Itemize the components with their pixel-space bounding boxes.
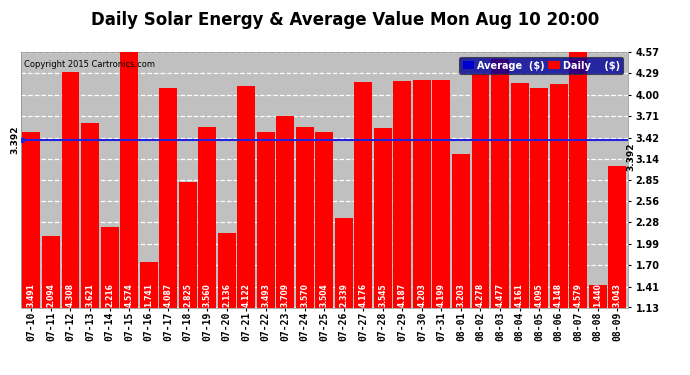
Bar <box>471 74 489 307</box>
Text: 3.504: 3.504 <box>319 283 329 307</box>
Text: 4.176: 4.176 <box>359 283 368 307</box>
Text: 3.043: 3.043 <box>613 283 622 307</box>
Text: 3.392: 3.392 <box>627 143 635 171</box>
Text: 3.545: 3.545 <box>378 283 387 307</box>
Bar <box>393 81 411 308</box>
Bar <box>315 132 333 308</box>
Text: 3.203: 3.203 <box>457 283 466 307</box>
Text: 4.199: 4.199 <box>437 283 446 307</box>
Text: 3.570: 3.570 <box>300 283 309 307</box>
Text: 3.709: 3.709 <box>281 283 290 307</box>
Text: 4.161: 4.161 <box>515 283 524 307</box>
Text: 3.560: 3.560 <box>203 283 212 307</box>
Text: 2.825: 2.825 <box>183 283 192 307</box>
Text: 4.579: 4.579 <box>573 283 582 307</box>
Text: 4.308: 4.308 <box>66 283 75 307</box>
Text: 4.203: 4.203 <box>417 283 426 307</box>
Text: 3.491: 3.491 <box>27 283 36 307</box>
Text: 3.493: 3.493 <box>262 283 270 307</box>
Bar <box>23 132 41 308</box>
Text: 1.741: 1.741 <box>144 283 153 307</box>
Text: Daily Solar Energy & Average Value Mon Aug 10 20:00: Daily Solar Energy & Average Value Mon A… <box>91 11 599 29</box>
Bar <box>511 83 529 308</box>
Text: 4.122: 4.122 <box>241 283 250 307</box>
Text: 2.136: 2.136 <box>222 283 231 307</box>
Bar <box>237 86 255 308</box>
Bar <box>589 285 607 308</box>
Bar <box>120 52 138 308</box>
Bar <box>101 227 119 308</box>
Bar <box>257 132 275 308</box>
Bar <box>198 128 216 308</box>
Text: Copyright 2015 Cartronics.com: Copyright 2015 Cartronics.com <box>23 60 155 69</box>
Bar <box>452 154 470 308</box>
Bar <box>374 129 392 308</box>
Bar <box>550 84 568 308</box>
Text: 1.440: 1.440 <box>593 283 602 307</box>
Bar <box>218 233 236 308</box>
Bar <box>139 262 157 308</box>
Text: 4.477: 4.477 <box>495 283 504 307</box>
Bar <box>81 123 99 308</box>
Text: 4.148: 4.148 <box>554 283 563 307</box>
Text: 4.095: 4.095 <box>535 283 544 307</box>
Bar <box>335 218 353 308</box>
Bar <box>569 52 587 308</box>
Bar <box>61 72 79 308</box>
Bar <box>530 88 548 308</box>
Bar <box>179 182 197 308</box>
Bar <box>159 88 177 308</box>
Text: 4.278: 4.278 <box>476 283 485 307</box>
Bar <box>296 127 314 308</box>
Bar <box>433 80 451 308</box>
Text: 2.094: 2.094 <box>46 283 55 307</box>
Text: 3.621: 3.621 <box>86 283 95 307</box>
Text: 4.087: 4.087 <box>164 283 172 307</box>
Bar <box>413 80 431 308</box>
Text: 4.187: 4.187 <box>398 283 407 307</box>
Bar <box>42 236 60 308</box>
Bar <box>355 82 373 308</box>
Bar <box>491 59 509 308</box>
Bar <box>608 166 626 308</box>
Text: 2.216: 2.216 <box>105 283 114 307</box>
Legend: Average  ($), Daily    ($): Average ($), Daily ($) <box>460 57 623 74</box>
Text: 3.392: 3.392 <box>11 126 20 154</box>
Bar <box>276 116 294 308</box>
Text: 2.339: 2.339 <box>339 283 348 307</box>
Text: 4.574: 4.574 <box>125 283 134 307</box>
